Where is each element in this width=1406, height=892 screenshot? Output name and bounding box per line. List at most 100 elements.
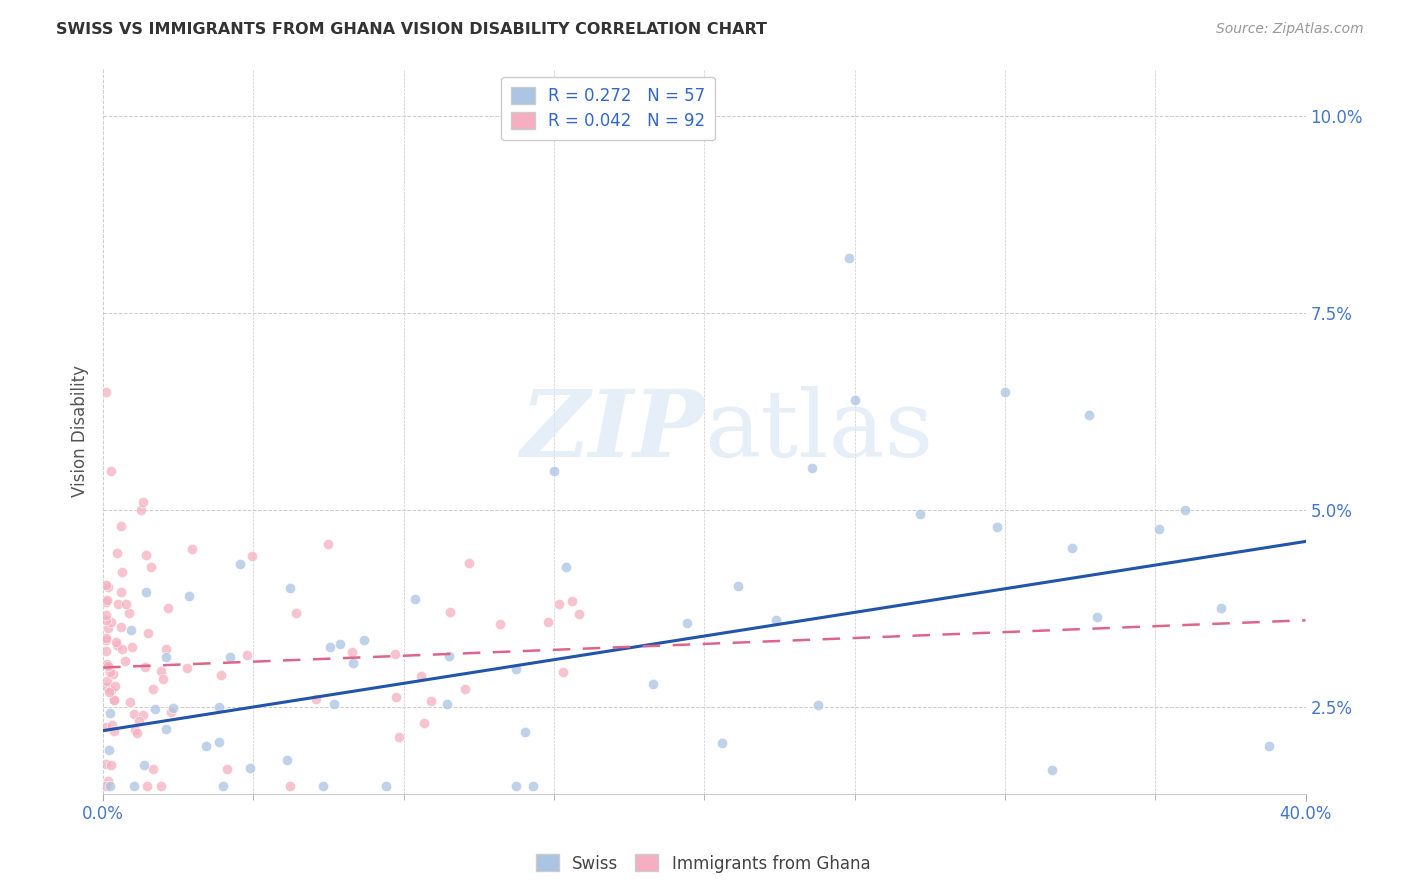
Point (132, 707, 155, 722)
Point (94, 633, 117, 648)
Point (215, 762, 238, 776)
Point (1060, 541, 1083, 556)
Point (103, 679, 125, 693)
Point (96, 593, 118, 607)
Point (107, 597, 129, 611)
Point (413, 715, 436, 730)
Point (94, 608, 117, 623)
Point (141, 560, 163, 574)
Point (318, 537, 340, 551)
Point (110, 566, 132, 580)
Point (103, 693, 125, 707)
Point (239, 761, 262, 775)
Point (143, 702, 166, 716)
Point (105, 635, 128, 649)
Point (136, 625, 159, 640)
Text: ZIP: ZIP (520, 386, 704, 476)
Text: SWISS VS IMMIGRANTS FROM GHANA VISION DISABILITY CORRELATION CHART: SWISS VS IMMIGRANTS FROM GHANA VISION DI… (56, 22, 768, 37)
Point (110, 620, 132, 634)
Point (513, 724, 536, 739)
Point (97, 773, 120, 788)
Point (342, 657, 364, 671)
Point (329, 637, 352, 651)
Point (986, 520, 1008, 534)
Point (100, 463, 122, 477)
Point (94, 719, 117, 733)
Point (114, 654, 136, 668)
Y-axis label: Vision Disability: Vision Disability (72, 365, 89, 497)
Point (236, 648, 259, 663)
Text: atlas: atlas (704, 386, 934, 476)
Point (537, 615, 560, 630)
Point (179, 589, 201, 603)
Point (156, 601, 179, 615)
Point (98, 779, 121, 793)
Point (131, 503, 153, 517)
Point (142, 681, 165, 696)
Point (97, 657, 120, 672)
Point (457, 557, 479, 571)
Point (285, 606, 308, 620)
Point (208, 699, 231, 714)
Point (420, 694, 443, 708)
Point (94, 643, 117, 657)
Point (553, 665, 575, 679)
Point (103, 723, 125, 738)
Point (276, 753, 298, 767)
Point (134, 659, 156, 673)
Point (908, 508, 931, 522)
Point (98, 706, 121, 720)
Point (208, 735, 231, 749)
Point (568, 607, 591, 621)
Point (96, 680, 118, 694)
Point (121, 640, 143, 655)
Point (374, 779, 396, 793)
Point (122, 706, 145, 721)
Point (561, 593, 583, 607)
Point (409, 669, 432, 683)
Point (110, 518, 132, 533)
Point (94, 613, 117, 627)
Point (1078, 409, 1101, 423)
Point (132, 495, 155, 509)
Point (711, 736, 734, 750)
Point (844, 392, 866, 407)
Point (162, 701, 184, 715)
Point (97, 621, 120, 635)
Point (404, 592, 426, 607)
Point (219, 650, 242, 665)
Point (114, 597, 136, 611)
Point (384, 690, 406, 705)
Point (801, 461, 824, 475)
Point (994, 384, 1017, 399)
Point (454, 681, 477, 696)
Point (105, 546, 128, 560)
Point (436, 697, 458, 711)
Point (437, 649, 460, 664)
Point (128, 714, 150, 728)
Point (135, 548, 157, 562)
Point (727, 579, 749, 593)
Point (155, 650, 177, 665)
Point (209, 668, 232, 682)
Point (96, 673, 118, 688)
Point (96, 657, 118, 671)
Point (105, 638, 128, 652)
Text: Source: ZipAtlas.com: Source: ZipAtlas.com (1216, 22, 1364, 37)
Point (319, 640, 342, 654)
Point (1149, 522, 1171, 536)
Point (353, 633, 375, 648)
Point (142, 763, 165, 777)
Point (176, 661, 198, 675)
Point (150, 665, 173, 679)
Point (641, 677, 664, 691)
Point (111, 641, 134, 656)
Point (100, 683, 122, 698)
Point (97, 685, 120, 699)
Point (122, 779, 145, 793)
Point (555, 559, 578, 574)
Point (100, 757, 122, 772)
Point (120, 623, 142, 637)
Point (98, 743, 121, 757)
Point (676, 615, 699, 630)
